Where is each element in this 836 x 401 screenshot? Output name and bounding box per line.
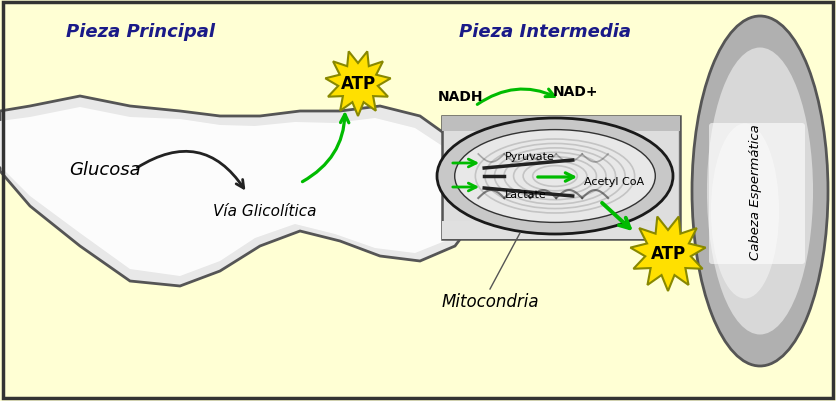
Ellipse shape — [692, 17, 828, 366]
Text: Pieza Intermedia: Pieza Intermedia — [459, 23, 631, 41]
Bar — [444, 132, 678, 221]
Text: NAD+: NAD+ — [553, 85, 598, 99]
Ellipse shape — [455, 130, 655, 223]
Polygon shape — [442, 117, 680, 239]
Ellipse shape — [707, 49, 813, 335]
Text: Pyruvate: Pyruvate — [505, 152, 555, 162]
Polygon shape — [325, 52, 390, 117]
Text: ATP: ATP — [650, 244, 686, 262]
Text: Cabeza Espermática: Cabeza Espermática — [748, 124, 762, 259]
Text: Acetyl CoA: Acetyl CoA — [584, 176, 644, 186]
Text: Lactate: Lactate — [505, 190, 547, 200]
Polygon shape — [630, 217, 706, 291]
Bar — [442, 221, 680, 239]
Ellipse shape — [437, 119, 673, 235]
Bar — [442, 117, 680, 132]
Polygon shape — [0, 97, 470, 286]
Text: Mitocondria: Mitocondria — [441, 292, 539, 310]
Text: ATP: ATP — [340, 75, 375, 93]
Text: Pieza Principal: Pieza Principal — [65, 23, 215, 41]
Ellipse shape — [711, 124, 779, 299]
Text: Vía Glicolítica: Vía Glicolítica — [213, 204, 317, 219]
Text: NADH: NADH — [437, 90, 482, 104]
FancyBboxPatch shape — [709, 124, 805, 264]
Polygon shape — [0, 108, 462, 276]
Text: Glucosa: Glucosa — [69, 160, 140, 178]
